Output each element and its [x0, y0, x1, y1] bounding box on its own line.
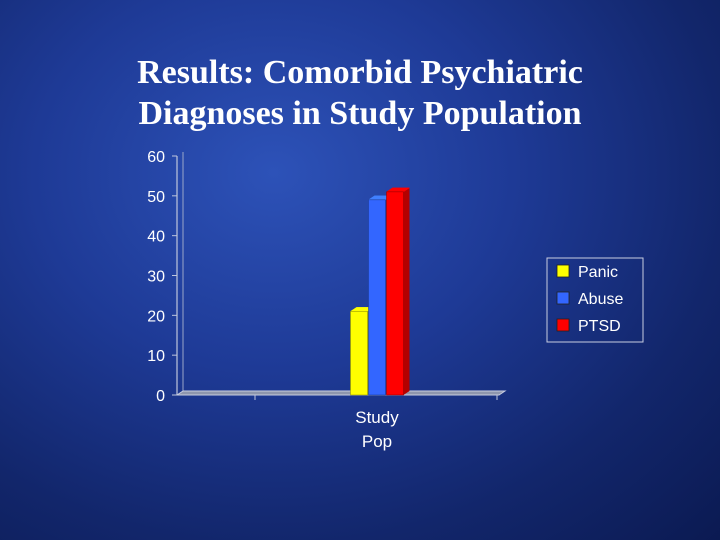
chart-floor: [175, 390, 507, 396]
x-category-label: Study: [355, 408, 399, 427]
legend-swatch-ptsd: [556, 318, 570, 332]
y-tick-label: 20: [147, 308, 165, 325]
bar-panic: [350, 311, 368, 396]
y-tick-label: 0: [156, 388, 165, 405]
y-tick-label: 40: [147, 229, 165, 246]
y-tick-label: 30: [147, 269, 165, 286]
y-tick-label: 10: [147, 348, 165, 365]
legend-swatch-panic: [556, 264, 570, 278]
legend-label-panic: Panic: [578, 264, 618, 281]
legend-box: [546, 257, 644, 343]
slide-title-line-1: Results: Comorbid Psychiatric: [137, 54, 583, 91]
bar-abuse: [368, 199, 386, 396]
bar-side-ptsd: [403, 187, 410, 395]
slide-title-line-2: Diagnoses in Study Population: [138, 95, 582, 132]
y-tick-label: 60: [147, 149, 165, 166]
legend-label-abuse: Abuse: [578, 291, 623, 308]
legend-swatch-abuse: [556, 291, 570, 305]
x-category-label: Pop: [362, 432, 392, 451]
legend-label-ptsd: PTSD: [578, 318, 621, 335]
slide-title: Results: Comorbid Psychiatric Diagnoses …: [40, 52, 680, 134]
y-tick-label: 50: [147, 189, 165, 206]
bar-ptsd: [386, 191, 404, 396]
